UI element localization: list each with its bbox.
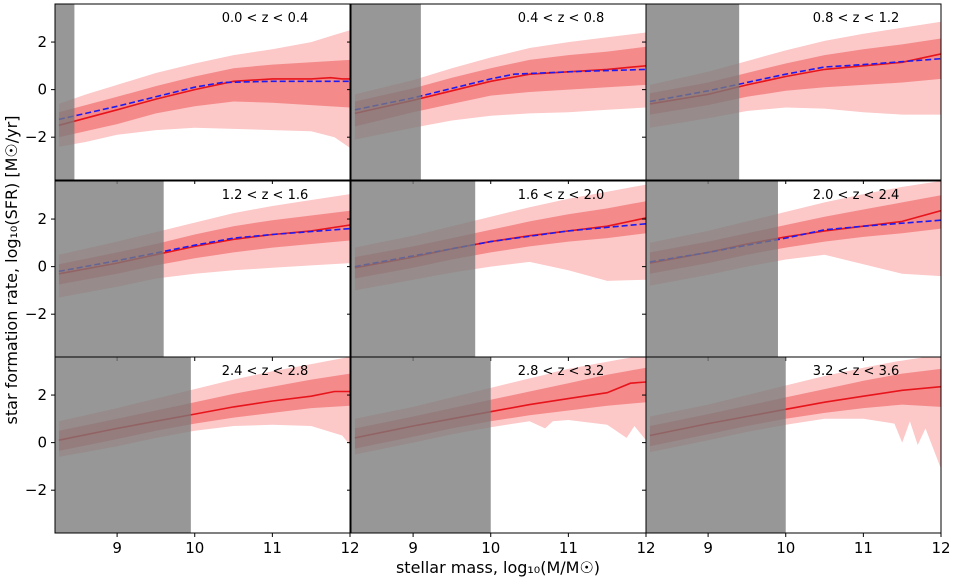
panel-plot-area [351,4,646,180]
panel-frame [645,356,942,534]
x-tick-label: 11 [559,539,578,557]
y-tick-label: 0 [37,258,47,276]
mask-region [646,4,740,180]
panel-label: 0.0 < z < 0.4 [222,11,309,26]
panel-7: 2.4 < z < 2.8 2 0 −2 9 10 11 12 [25,356,360,557]
mask-region [55,357,191,533]
mask-region [351,181,476,357]
y-tick-label: −2 [25,481,47,499]
panel-9: 3.2 < z < 3.6 9 10 11 12 [642,356,951,557]
panel-2: 0.4 < z < 0.8 [347,3,647,184]
y-tick-label: −2 [25,305,47,323]
mask-region [55,4,75,180]
panel-frame [54,356,351,534]
panel-plot-area [55,4,350,180]
panel-label: 3.2 < z < 3.6 [813,364,900,379]
panel-frame [54,3,351,181]
panel-8: 2.8 < z < 3.2 9 10 11 12 [347,356,656,557]
mask-region [646,357,786,533]
x-tick-label: 10 [481,539,500,557]
panel-plot-area [55,181,350,357]
panel-5: 1.6 < z < 2.0 [347,180,647,361]
panel-1: 0.0 < z < 0.4 2 0 −2 [25,3,351,184]
panel-label: 0.4 < z < 0.8 [518,11,605,26]
panel-frame [645,3,942,181]
x-axis-label: stellar mass, log₁₀(M/M☉) [396,558,600,577]
y-tick-label: −2 [25,128,47,146]
y-tick-label: 0 [37,434,47,452]
x-tick-label: 12 [636,539,655,557]
x-tick-label: 11 [854,539,873,557]
reference-line [58,80,350,121]
y-tick-label: 2 [37,386,47,404]
x-tick-label: 9 [408,539,418,557]
y-tick-label: 2 [37,210,47,228]
panel-plot-area [351,181,646,357]
panel-plot-area [646,181,941,357]
panel-label: 0.8 < z < 1.2 [813,11,900,26]
x-tick-label: 10 [776,539,795,557]
y-tick-label: 2 [37,33,47,51]
y-axis-label: star formation rate, log₁₀(SFR) [M☉/yr] [2,116,21,425]
panel-label: 1.2 < z < 1.6 [222,188,309,203]
mask-region [646,181,778,357]
mask-region [351,4,421,180]
x-tick-label: 12 [340,539,359,557]
panel-plot-area [55,357,350,533]
panel-label: 2.0 < z < 2.4 [813,188,900,203]
inner-band [354,46,646,127]
panel-6: 2.0 < z < 2.4 [642,180,942,361]
x-tick-label: 10 [185,539,204,557]
panel-plot-area [351,357,646,533]
y-tick-label: 0 [37,81,47,99]
median-line [58,76,350,127]
panel-3: 0.8 < z < 1.2 [642,3,942,184]
mask-region [55,181,164,357]
x-tick-label: 9 [112,539,122,557]
panel-4: 1.2 < z < 1.6 2 0 −2 [25,180,351,361]
panel-plot-area [646,357,941,533]
panel-label: 2.4 < z < 2.8 [222,364,309,379]
panel-label: 2.8 < z < 3.2 [518,364,605,379]
x-tick-label: 12 [931,539,950,557]
axis-text-layer: stellar mass, log₁₀(M/M☉) star formation… [2,116,600,577]
panel-label: 1.6 < z < 2.0 [518,188,605,203]
x-tick-label: 9 [703,539,713,557]
panels-layer: 0.0 < z < 0.4 2 0 −2 0.4 < z < 0.8 0.8 < z < … [25,3,951,557]
x-tick-label: 11 [263,539,282,557]
mask-region [351,357,491,533]
panel-plot-area [646,4,941,180]
